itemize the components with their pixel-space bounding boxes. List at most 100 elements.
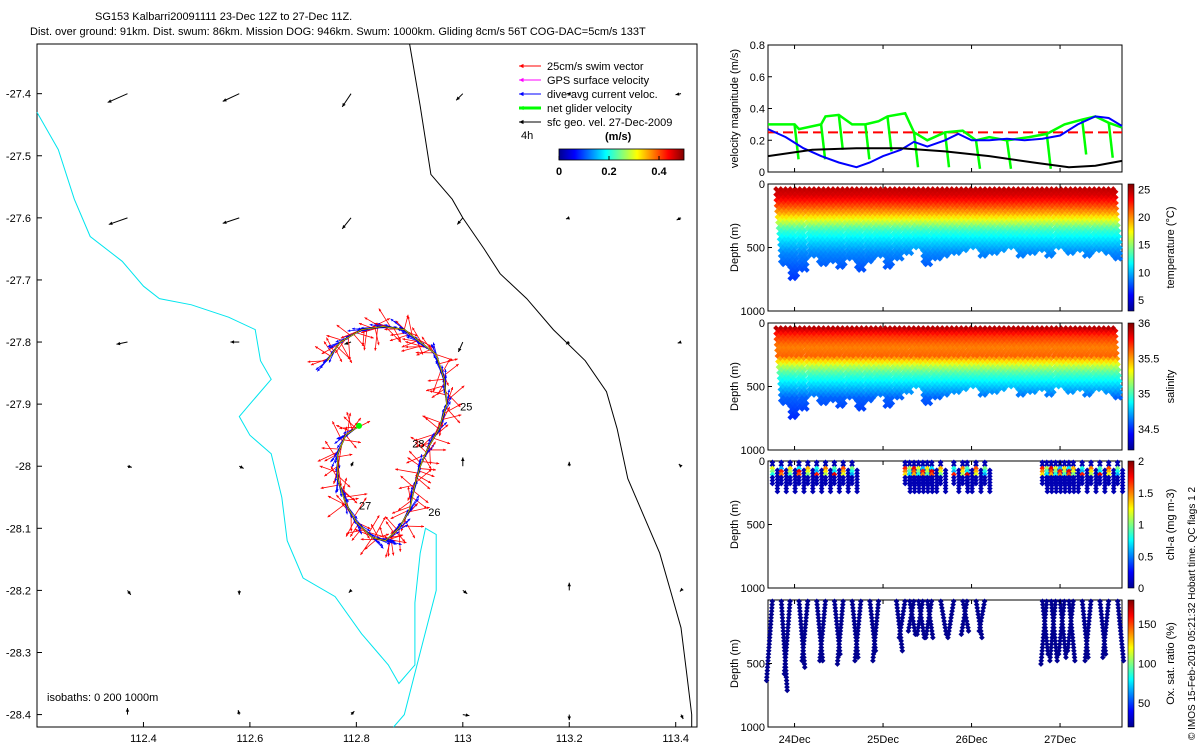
swim-vector	[397, 500, 412, 511]
map-ytick-label: -27.9	[6, 399, 31, 411]
current-vector	[679, 587, 684, 592]
map-colorbar: (m/s) 0 0.2 0.4	[556, 131, 685, 178]
copyright-note: © IMOS 15-Feb-2019 05:21:32 Hobart time.…	[1187, 487, 1198, 740]
map-ytick-label: -27.5	[6, 151, 31, 163]
colorbar-label: chl-a (mg m-3)	[1165, 489, 1177, 561]
swim-vector	[326, 337, 335, 352]
swim-vector	[395, 468, 419, 474]
swim-vector	[347, 337, 352, 361]
swim-vector	[442, 363, 459, 377]
legend-arrow	[519, 91, 541, 97]
time-tick-label: 25Dec	[867, 734, 899, 746]
swim-vector	[358, 322, 373, 329]
swim-vector	[356, 332, 374, 339]
colorbar-tick-label: 35.5	[1138, 353, 1159, 365]
dive-points	[773, 186, 1124, 282]
colorbar-tick-label: 150	[1138, 619, 1156, 631]
depth-tick-label: 0	[759, 179, 765, 191]
legend-label: GPS surface velocity	[547, 75, 650, 87]
current-vector	[462, 713, 470, 717]
swim-vector	[421, 336, 433, 352]
colorbar-label: salinity	[1165, 369, 1177, 403]
time-tick-label: 26Dec	[956, 734, 988, 746]
current-vector	[455, 93, 464, 101]
current-vector	[567, 461, 571, 467]
swim-vector	[422, 415, 441, 424]
swim-vector	[414, 441, 427, 453]
swim-vector	[324, 465, 338, 477]
swim-vector	[343, 439, 362, 444]
swim-vector	[441, 414, 462, 421]
colorbar-tick-label: 0.4	[651, 166, 667, 178]
colorbar-tick-label: 5	[1138, 295, 1144, 307]
velocity-tick-label: 0.8	[750, 40, 765, 52]
swim-vector	[427, 378, 445, 382]
swim-vector	[422, 461, 440, 465]
swim-vector	[336, 424, 351, 433]
current-vector	[567, 714, 571, 721]
swim-vector	[407, 457, 421, 467]
colorbar-tick-label: 35	[1138, 389, 1150, 401]
velocity-series-1	[767, 115, 1123, 169]
panel-colorbar	[1127, 599, 1135, 728]
panel-ylabel: Depth (m)	[729, 500, 741, 549]
map-axis-ticks: 112.4 112.6 112.8 113 113.2 113.4 -27.4 -27.5 -2…	[6, 89, 689, 745]
legend-arrow	[519, 119, 541, 125]
colorbar-tick-label: 36	[1138, 318, 1150, 330]
swim-vector	[423, 456, 432, 470]
velocity-tick-label: 0.6	[750, 72, 765, 84]
salinity-panel: 0 500 1000 Depth (m) 34.5 35 35.5 36 salinity	[729, 318, 1177, 457]
panel-ylabel: Depth (m)	[729, 362, 741, 411]
current-vector	[457, 341, 464, 353]
velocity-spike	[1005, 140, 1013, 169]
colorbar-tick-label: 25	[1138, 185, 1150, 197]
swim-vector	[441, 359, 451, 374]
current-vector	[108, 217, 128, 225]
track-day-label: 27	[359, 501, 371, 513]
colorbar-gradient	[558, 148, 685, 161]
swim-vector	[385, 521, 395, 534]
swim-vector	[360, 537, 373, 556]
dive-avg-vector	[372, 537, 384, 549]
swim-vector	[378, 308, 392, 328]
current-vector	[237, 590, 241, 595]
swim-vector	[314, 346, 331, 357]
panel-ylabel: Depth (m)	[729, 639, 741, 688]
swim-vector	[374, 327, 379, 351]
panel-colorbar	[1127, 460, 1135, 589]
colorbar-label: (m/s)	[605, 131, 632, 143]
velocity-series-2	[767, 147, 1123, 169]
swim-vector	[321, 344, 339, 355]
map-panel: 112.4 112.6 112.8 113 113.2 113.4 -27.4 -27.5 -2…	[6, 43, 698, 745]
colorbar-tick-label: 50	[1138, 698, 1150, 710]
map-ytick-label: -27.6	[6, 213, 31, 225]
velocity-spike	[886, 116, 893, 152]
current-vector	[127, 590, 132, 596]
map-xtick-label: 112.6	[237, 733, 264, 745]
panel-frame	[767, 44, 1123, 173]
swim-vector	[415, 351, 435, 354]
colorbar-tick-label: 2	[1138, 456, 1144, 468]
glider-end-marker	[356, 422, 363, 429]
dive-points	[773, 325, 1124, 421]
map-ytick-label: -27.7	[6, 275, 31, 287]
time-tick-label: 24Dec	[779, 734, 811, 746]
map-ytick-label: -27.4	[6, 89, 31, 101]
swim-vector	[349, 523, 359, 537]
depth-tick-label: 500	[747, 243, 765, 255]
track-day-label: 25	[460, 401, 472, 413]
velocity-spike	[1107, 122, 1114, 158]
depth-tick-label: 0	[759, 456, 765, 468]
swim-vector	[433, 437, 451, 445]
panel-colorbar	[1127, 322, 1135, 451]
current-vector	[116, 341, 128, 346]
swim-vector	[321, 446, 340, 450]
colorbar-tick-label: 34.5	[1138, 424, 1159, 436]
glider-path-highlight	[326, 326, 448, 542]
swim-vector	[419, 468, 436, 472]
current-vector	[222, 93, 240, 102]
colorbar-label: temperature (°C)	[1165, 206, 1177, 288]
legend-arrow	[519, 63, 541, 69]
current-vector	[341, 93, 352, 108]
